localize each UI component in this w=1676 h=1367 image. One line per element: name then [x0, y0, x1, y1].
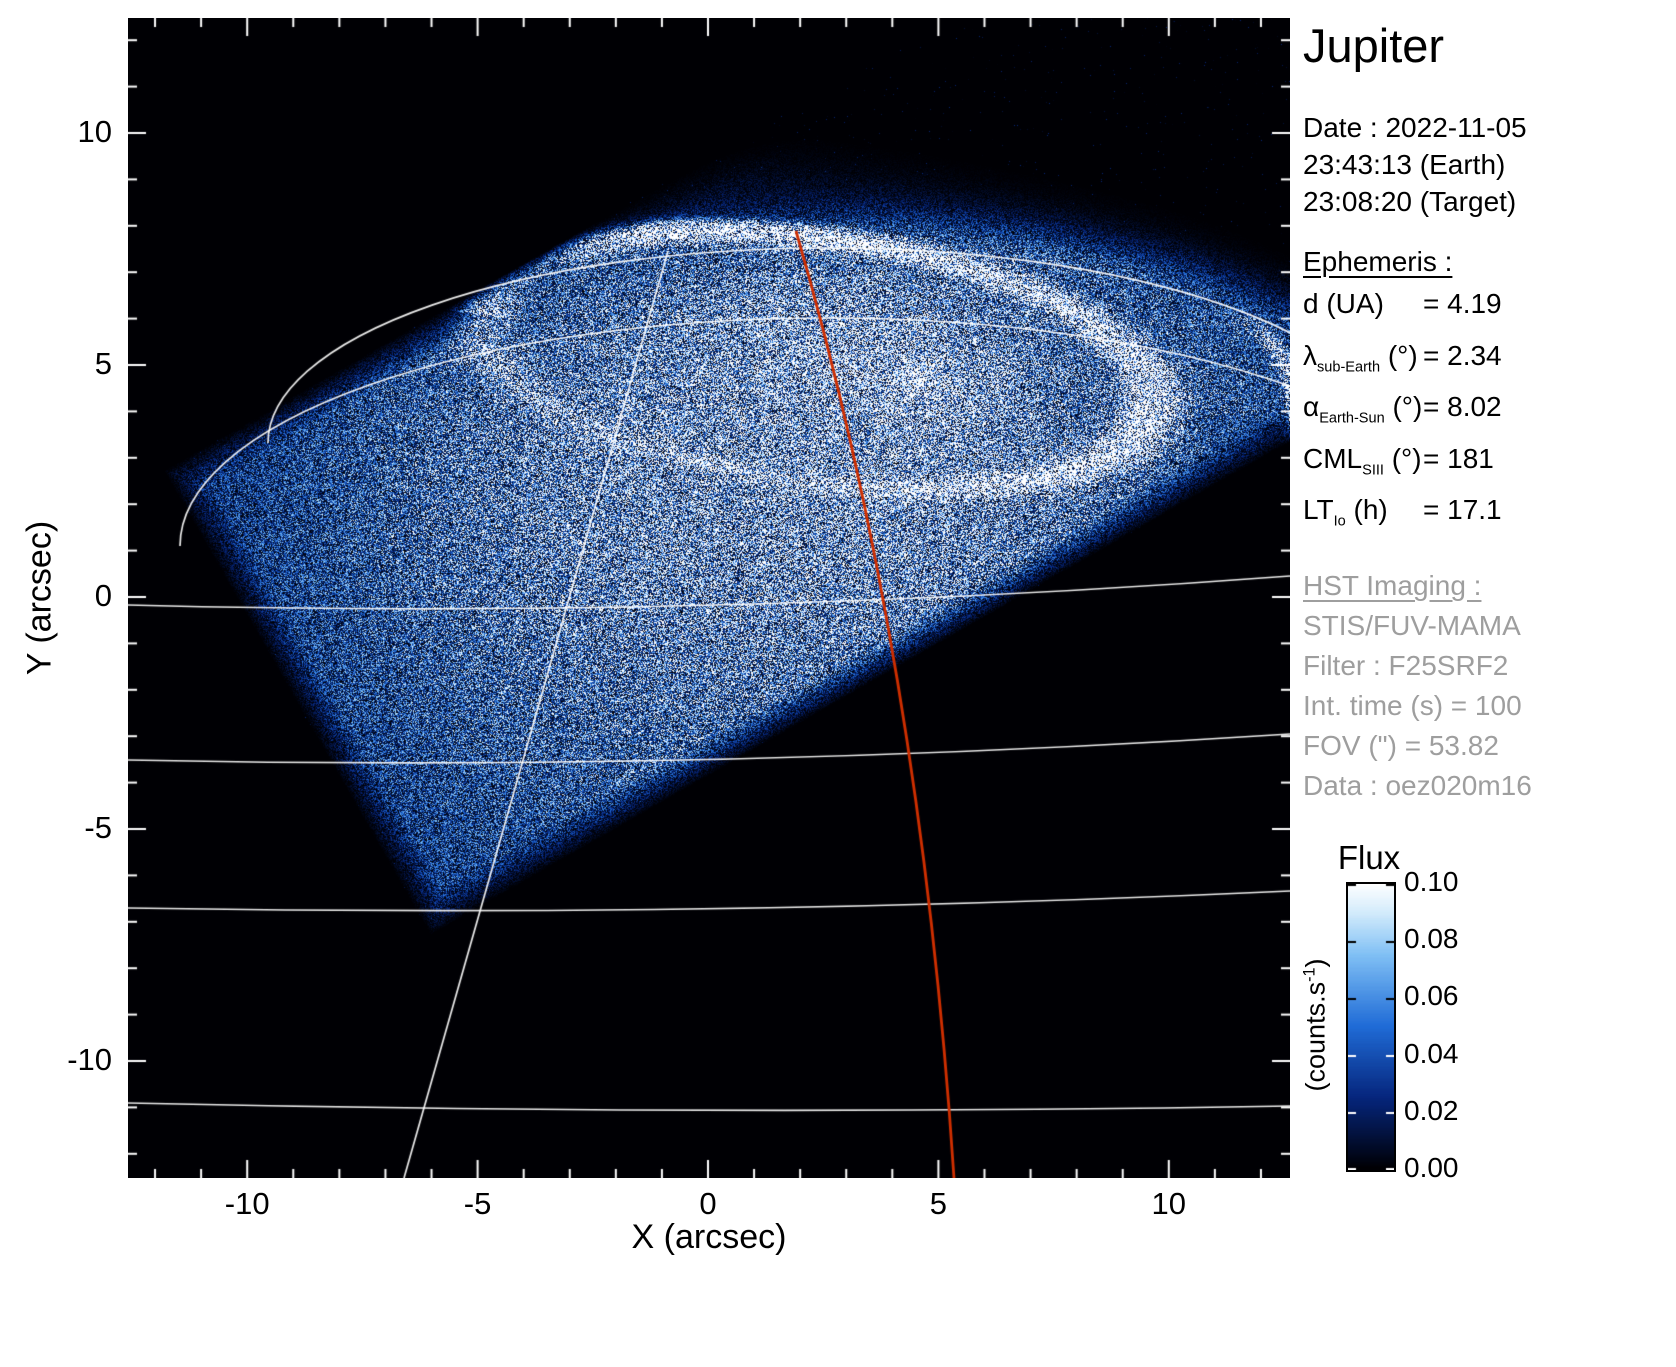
- colorbar-tick-label: 0.04: [1404, 1038, 1459, 1070]
- hst-instrument: STIS/FUV-MAMA: [1303, 606, 1675, 646]
- ephemeris-value: = 2.34: [1423, 336, 1502, 376]
- hst-fov: FOV (") = 53.82: [1303, 726, 1675, 766]
- colorbar-tick-label: 0.10: [1404, 866, 1459, 898]
- ephemeris-row-cml: CMLSIII (°) = 181: [1303, 439, 1675, 491]
- ephemeris-row-lambda: λsub-Earth (°) = 2.34: [1303, 336, 1675, 388]
- ephemeris-symbol: d (UA): [1303, 284, 1423, 336]
- x-tick-label: 10: [1124, 1186, 1214, 1222]
- y-tick-label: 10: [0, 114, 112, 150]
- y-tick-label: -10: [0, 1042, 112, 1078]
- observation-time-target: 23:08:20 (Target): [1303, 183, 1675, 220]
- y-tick-label: 5: [0, 346, 112, 382]
- observation-date: Date : 2022-11-05: [1303, 109, 1675, 146]
- ephemeris-value: = 181: [1423, 439, 1494, 479]
- y-axis-label: Y (arcsec): [21, 521, 60, 675]
- info-panel: Jupiter Date : 2022-11-05 23:43:13 (Eart…: [1303, 10, 1675, 806]
- figure-title: Jupiter: [1303, 18, 1675, 73]
- ephemeris-heading: Ephemeris :: [1303, 246, 1675, 278]
- colorbar-tick-label: 0.08: [1404, 923, 1459, 955]
- ephemeris-symbol: λsub-Earth (°): [1303, 336, 1423, 388]
- colorbar-tick-label: 0.02: [1404, 1095, 1459, 1127]
- ephemeris-value: = 17.1: [1423, 490, 1502, 530]
- observation-time-earth: 23:43:13 (Earth): [1303, 146, 1675, 183]
- x-tick-label: 5: [893, 1186, 983, 1222]
- ephemeris-symbol: LTIo (h): [1303, 490, 1423, 542]
- colorbar-tick-label: 0.06: [1404, 980, 1459, 1012]
- hst-filter: Filter : F25SRF2: [1303, 646, 1675, 686]
- y-tick-label: -5: [0, 810, 112, 846]
- x-tick-label: -10: [202, 1186, 292, 1222]
- ephemeris-symbol: αEarth-Sun (°): [1303, 387, 1423, 439]
- hst-imaging-block: HST Imaging : STIS/FUV-MAMA Filter : F25…: [1303, 570, 1675, 806]
- ephemeris-value: = 8.02: [1423, 387, 1502, 427]
- hst-imaging-heading: HST Imaging :: [1303, 570, 1675, 602]
- ephemeris-symbol: CMLSIII (°): [1303, 439, 1423, 491]
- jupiter-aurora-figure: -10 -5 0 5 10 -10 -5 0 5 10 X (arcsec) Y (arcsec…: [0, 0, 1676, 1367]
- ephemeris-value: = 4.19: [1423, 284, 1502, 324]
- ephemeris-row-distance: d (UA) = 4.19: [1303, 284, 1675, 336]
- hst-int-time: Int. time (s) = 100: [1303, 686, 1675, 726]
- hst-data-id: Data : oez020m16: [1303, 766, 1675, 806]
- x-tick-label: -5: [433, 1186, 523, 1222]
- ephemeris-row-lt-io: LTIo (h) = 17.1: [1303, 490, 1675, 542]
- x-axis-label: X (arcsec): [128, 1218, 1290, 1257]
- colorbar-unit-label: (counts.s-1): [1301, 959, 1332, 1092]
- aurora-image-plot: [128, 18, 1290, 1178]
- colorbar-title: Flux: [1338, 839, 1400, 877]
- flux-colorbar: [1346, 882, 1396, 1172]
- observation-block: Date : 2022-11-05 23:43:13 (Earth) 23:08…: [1303, 109, 1675, 220]
- x-tick-label: 0: [663, 1186, 753, 1222]
- colorbar-tick-label: 0.00: [1404, 1152, 1459, 1184]
- ephemeris-row-alpha: αEarth-Sun (°) = 8.02: [1303, 387, 1675, 439]
